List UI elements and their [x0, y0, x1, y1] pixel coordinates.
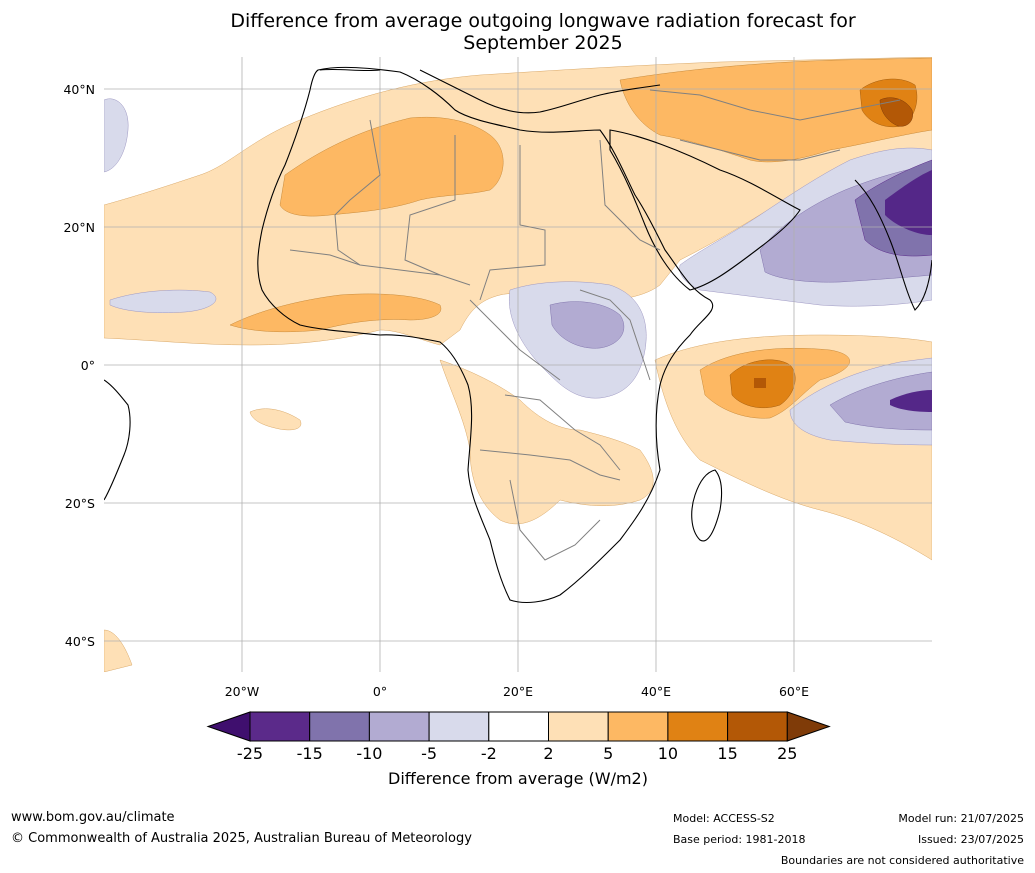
colorbar-extend-high — [786, 711, 831, 742]
colorbar-segment — [548, 711, 609, 742]
colorbar-tick-label: 15 — [717, 744, 738, 763]
lat-label-20n: 20°N — [63, 220, 95, 235]
footer-copyright: © Commonwealth of Australia 2025, Austra… — [11, 831, 472, 846]
anomaly-brown-indian-ocean — [754, 378, 766, 388]
graticule — [104, 57, 932, 672]
country-borders — [289, 89, 901, 561]
footer-base-period: Base period: 1981-2018 — [673, 833, 806, 846]
lon-label-20w: 20°W — [224, 684, 260, 699]
title-line-1: Difference from average outgoing longwav… — [230, 10, 856, 32]
africa-coastline — [257, 66, 714, 604]
lat-label-20s: 20°S — [64, 496, 95, 511]
colorbar-tick-label: -15 — [296, 744, 323, 763]
anomaly-dark-purple-east-indian-ocean — [890, 390, 932, 412]
lon-label-60e: 60°E — [778, 684, 810, 699]
colorbar-segment — [249, 711, 311, 742]
anomaly-medium-purple-central-africa — [549, 301, 625, 349]
anomaly-light-purple-atlantic — [109, 289, 217, 313]
lat-label-40s: 40°S — [64, 634, 95, 649]
lon-label-0: 0° — [372, 684, 388, 699]
colorbar-tick-label: 10 — [657, 744, 679, 763]
olr-anomaly-map — [104, 57, 932, 672]
colorbar-tick-label: -25 — [236, 744, 264, 763]
colorbar-segment — [667, 711, 729, 742]
footer-issued: Issued: 23/07/2025 — [917, 833, 1024, 846]
colorbar-tick-label: 2 — [543, 744, 554, 763]
colorbar-segment — [428, 711, 490, 742]
title-line-2: September 2025 — [463, 32, 623, 54]
colorbar-tick-label: -10 — [356, 744, 383, 763]
colorbar-tick-label: -2 — [480, 744, 497, 763]
anomaly-orange-middle-east — [619, 57, 932, 163]
colorbar-tick-label: 5 — [603, 744, 614, 763]
colorbar-segment — [607, 711, 669, 742]
anomaly-light-orange-sw-patch — [104, 629, 133, 672]
colorbar-extend-low — [206, 711, 251, 742]
colorbar-tick-label: 25 — [777, 744, 798, 763]
map-title: Difference from average outgoing longwav… — [0, 10, 1035, 54]
anomaly-orange-west-africa — [229, 293, 442, 333]
south-america-coastline — [104, 379, 131, 501]
footer-website: www.bom.gov.au/climate — [11, 810, 175, 825]
colorbar-segment — [309, 711, 370, 742]
footer-model: Model: ACCESS-S2 — [673, 812, 775, 825]
lat-label-0: 0° — [80, 358, 95, 373]
colorbar-segment — [488, 711, 549, 742]
india-coastline — [854, 179, 932, 311]
anomaly-medium-purple-east-indian-ocean — [829, 371, 932, 431]
footer-model-run: Model run: 21/07/2025 — [898, 812, 1024, 825]
anomaly-light-purple-nw-atlantic — [104, 98, 129, 173]
arabian-peninsula-coastline — [609, 129, 801, 291]
colorbar-segment — [368, 711, 430, 742]
madagascar-coastline — [691, 469, 723, 542]
europe-coastline — [319, 68, 661, 114]
coastlines — [104, 66, 932, 604]
anomaly-light-orange-south-africa — [439, 359, 654, 525]
lat-label-40n: 40°N — [63, 82, 95, 97]
colorbar-segment — [727, 711, 788, 742]
colorbar-tick-label: -5 — [421, 744, 438, 763]
anomaly-brown-central-asia — [879, 97, 913, 127]
anomaly-dark-purple-bay-of-bengal — [885, 170, 932, 235]
anomaly-orange-sahara — [279, 116, 504, 217]
lon-label-40e: 40°E — [640, 684, 672, 699]
lon-label-20e: 20°E — [502, 684, 534, 699]
colorbar-title: Difference from average (W/m2) — [388, 769, 648, 788]
footer-disclaimer: Boundaries are not considered authoritat… — [780, 854, 1024, 867]
anomaly-light-orange-atlantic-patch — [249, 408, 302, 431]
